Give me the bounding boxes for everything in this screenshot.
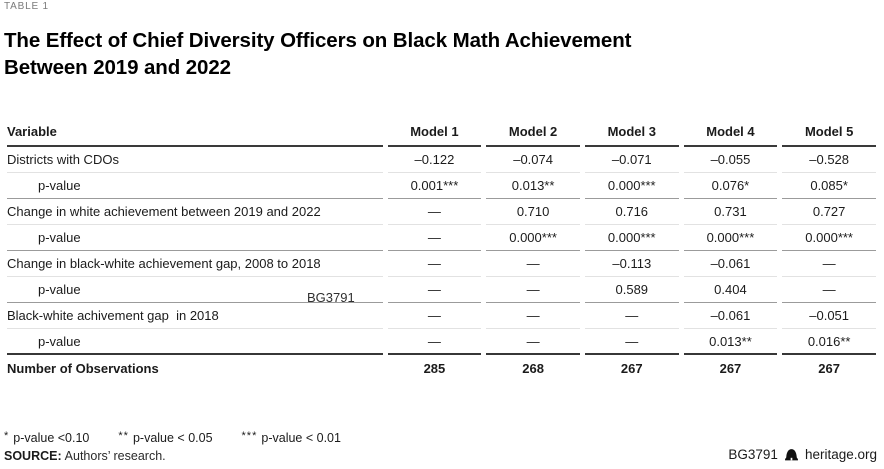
cell-value: 0.013** xyxy=(683,329,778,355)
cell-value: — xyxy=(486,277,580,303)
cell-value: –0.113 xyxy=(584,251,679,277)
cell-value: — xyxy=(387,225,482,251)
cell-value: 0.731 xyxy=(683,199,778,225)
cell-value: 0.727 xyxy=(782,199,876,225)
cell-value: 0.013** xyxy=(486,173,580,199)
row-label: Change in white achievement between 2019… xyxy=(7,199,383,225)
note-text: p-value < 0.05 xyxy=(132,431,213,445)
cell-value: — xyxy=(782,251,876,277)
column-header-model1: Model 1 xyxy=(387,117,482,147)
watermark-report-id: BG3791 xyxy=(307,290,355,305)
cell-value: 0.076* xyxy=(683,173,778,199)
source-label: SOURCE: xyxy=(4,449,62,463)
cell-value: –0.071 xyxy=(584,147,679,173)
cell-value: 0.000*** xyxy=(683,225,778,251)
cell-value: 0.000*** xyxy=(782,225,876,251)
asterisk: * xyxy=(4,430,10,442)
cell-value: 0.710 xyxy=(486,199,580,225)
cell-value: –0.122 xyxy=(387,147,482,173)
cell-value: 0.716 xyxy=(584,199,679,225)
significance-notes: * p-value <0.10 ** p-value < 0.05 *** p-val… xyxy=(4,430,341,445)
column-header-model3: Model 3 xyxy=(584,117,679,147)
cell-value: — xyxy=(387,329,482,355)
cell-value: — xyxy=(387,251,482,277)
cell-value: — xyxy=(387,277,482,303)
cell-value: 0.589 xyxy=(584,277,679,303)
cell-value: — xyxy=(584,303,679,329)
cell-value: 0.001*** xyxy=(387,173,482,199)
table-row: p-value 0.001*** 0.013** 0.000*** 0.076*… xyxy=(7,173,876,199)
note-text: p-value <0.10 xyxy=(13,431,90,445)
cell-value: 268 xyxy=(522,360,544,376)
column-header-variable: Variable xyxy=(7,117,383,147)
cell-value: 285 xyxy=(423,360,446,376)
table-row: Districts with CDOs –0.122 –0.074 –0.071… xyxy=(7,147,876,173)
row-label: p-value xyxy=(7,329,383,355)
column-header-model2: Model 2 xyxy=(486,117,580,147)
cell-value: — xyxy=(782,277,876,303)
cell-value: — xyxy=(584,329,679,355)
column-header-model4: Model 4 xyxy=(683,117,778,147)
report-id: BG3791 xyxy=(728,447,778,462)
asterisk: ** xyxy=(118,430,129,442)
table-row: Black-white achivement gap in 2018 — — —… xyxy=(7,303,876,329)
table-row: Change in white achievement between 2019… xyxy=(7,199,876,225)
table-number-label: TABLE 1 xyxy=(4,1,49,12)
row-label: Districts with CDOs xyxy=(7,147,383,173)
regression-results-table: Variable Model 1 Model 2 Model 3 Model 4… xyxy=(2,117,881,381)
note-text: p-value < 0.01 xyxy=(261,431,341,445)
cell-value: — xyxy=(486,329,580,355)
asterisk: *** xyxy=(241,430,258,442)
cell-value: –0.074 xyxy=(486,147,580,173)
cell-value: –0.061 xyxy=(683,251,778,277)
table-row: p-value — — 0.589 0.404 — xyxy=(7,277,876,303)
table-header-row: Variable Model 1 Model 2 Model 3 Model 4… xyxy=(7,117,876,147)
title-line-1: The Effect of Chief Diversity Officers o… xyxy=(4,29,632,52)
row-label: Black-white achivement gap in 2018 xyxy=(7,303,383,329)
cell-value: 0.016** xyxy=(782,329,876,355)
cell-value: 267 xyxy=(620,360,643,376)
note-one-star: * p-value <0.10 xyxy=(4,430,90,445)
cell-value: 267 xyxy=(719,360,742,376)
table-row-observations: Number of Observations 285 268 267 267 2… xyxy=(7,355,876,381)
cell-value: 0.000*** xyxy=(584,225,679,251)
cell-value: 267 xyxy=(818,360,840,376)
row-label: p-value xyxy=(7,277,383,303)
row-label: Change in black-white achievement gap, 2… xyxy=(7,251,383,277)
results-table-container: Variable Model 1 Model 2 Model 3 Model 4… xyxy=(2,117,881,381)
cell-value: 0.085* xyxy=(782,173,876,199)
table-row: p-value — — — 0.013** 0.016** xyxy=(7,329,876,355)
cell-value: — xyxy=(486,251,580,277)
cell-value: — xyxy=(387,303,482,329)
cell-value: — xyxy=(486,303,580,329)
cell-value: 0.000*** xyxy=(584,173,679,199)
table-row: p-value — 0.000*** 0.000*** 0.000*** 0.0… xyxy=(7,225,876,251)
row-label: p-value xyxy=(7,173,383,199)
source-line: SOURCE: Authors’ research. xyxy=(4,449,166,463)
cell-value: –0.061 xyxy=(683,303,778,329)
cell-value: — xyxy=(387,199,482,225)
cell-value: –0.055 xyxy=(683,147,778,173)
title-line-2: Between 2019 and 2022 xyxy=(4,56,231,79)
page-title: The Effect of Chief Diversity Officers o… xyxy=(4,27,631,81)
note-two-star: ** p-value < 0.05 xyxy=(118,430,213,445)
column-header-model5: Model 5 xyxy=(782,117,876,147)
cell-value: –0.528 xyxy=(782,147,876,173)
row-label: Number of Observations xyxy=(7,360,159,376)
cell-value: –0.051 xyxy=(782,303,876,329)
source-text: Authors’ research. xyxy=(64,449,166,463)
row-label: p-value xyxy=(7,225,383,251)
note-three-star: *** p-value < 0.01 xyxy=(241,430,341,445)
table-row: Change in black-white achievement gap, 2… xyxy=(7,251,876,277)
site-url: heritage.org xyxy=(804,447,877,462)
footer-branding: BG3791 heritage.org xyxy=(728,447,877,462)
cell-value: 0.404 xyxy=(683,277,778,303)
heritage-bell-icon xyxy=(784,448,799,462)
cell-value: 0.000*** xyxy=(486,225,580,251)
